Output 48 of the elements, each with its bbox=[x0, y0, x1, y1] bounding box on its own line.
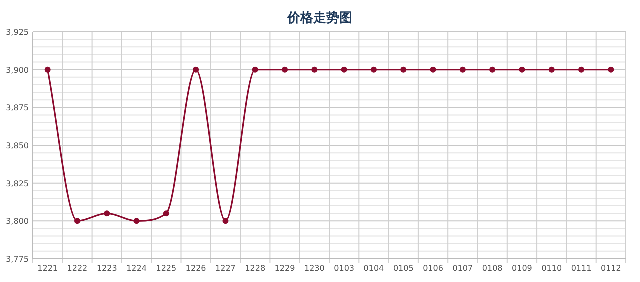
point bbox=[282, 66, 288, 73]
point bbox=[341, 66, 348, 73]
x-tick-label: 0109 bbox=[512, 264, 532, 273]
point bbox=[134, 218, 140, 224]
point bbox=[163, 210, 170, 217]
y-tick-label: 3,850 bbox=[6, 142, 29, 150]
x-tick-label: 1222 bbox=[67, 264, 88, 273]
x-tick-label: 1228 bbox=[245, 264, 266, 273]
point bbox=[370, 66, 377, 73]
point bbox=[430, 66, 436, 73]
point bbox=[222, 218, 229, 224]
x-tick-label: 1223 bbox=[96, 264, 118, 273]
y-tick-label: 3,775 bbox=[6, 255, 29, 264]
x-tick-label: 0112 bbox=[600, 264, 622, 273]
point bbox=[400, 66, 407, 73]
chart-title: 价格走势图 bbox=[286, 10, 352, 26]
x-tick-label: 0111 bbox=[571, 264, 592, 273]
point bbox=[548, 66, 555, 73]
x-tick-label: 1221 bbox=[38, 264, 58, 273]
point bbox=[312, 66, 318, 73]
y-tick-label: 3,900 bbox=[6, 66, 29, 75]
y-tick-label: 3,800 bbox=[6, 217, 29, 226]
point bbox=[104, 210, 110, 217]
point bbox=[74, 218, 80, 224]
point bbox=[252, 66, 258, 73]
point bbox=[460, 66, 466, 73]
y-tick-label: 3,925 bbox=[6, 28, 29, 37]
point bbox=[490, 66, 496, 73]
y-tick-label: 3,825 bbox=[6, 179, 29, 188]
point bbox=[578, 66, 585, 73]
y-tick-label: 3,875 bbox=[6, 104, 29, 113]
point bbox=[519, 66, 526, 73]
x-tick-label: 1226 bbox=[186, 264, 206, 273]
x-tick-label: 0106 bbox=[423, 264, 444, 273]
x-tick-label: 1224 bbox=[126, 264, 147, 273]
x-tick-label: 1229 bbox=[274, 264, 296, 273]
x-tick-label: 0108 bbox=[482, 264, 503, 273]
x-tick-label: 1225 bbox=[156, 264, 177, 273]
x-tick-label: 0103 bbox=[334, 264, 355, 273]
x-tick-label: 0110 bbox=[542, 264, 562, 273]
x-tick-label: 0107 bbox=[452, 264, 474, 273]
x-tick-label: 0105 bbox=[393, 264, 414, 273]
point bbox=[44, 66, 51, 73]
x-tick-label: 1227 bbox=[216, 264, 236, 273]
x-tick-label: 1230 bbox=[304, 264, 325, 273]
x-tick-label: 0104 bbox=[364, 264, 384, 273]
point bbox=[193, 66, 200, 73]
point bbox=[608, 66, 614, 73]
